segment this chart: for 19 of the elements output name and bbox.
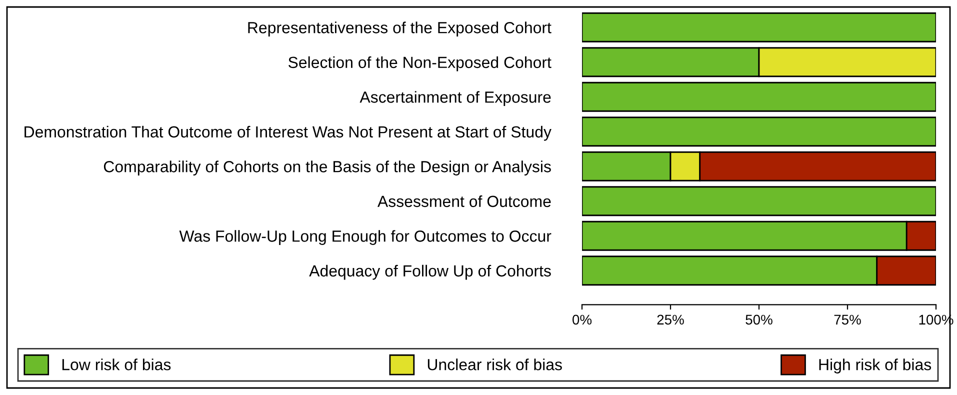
bar — [582, 116, 936, 147]
x-tick-label: 50% — [746, 314, 772, 325]
y-tick-label: Ascertainment of Exposure — [360, 91, 551, 106]
bar — [582, 82, 936, 112]
x-tick-label: 75% — [834, 314, 861, 325]
x-tick-label: 0% — [572, 314, 592, 325]
y-tick-label: Demonstration That Outcome of Interest Was Not Present at Start of Study — [24, 126, 552, 141]
legend-label: Unclear risk of bias — [428, 358, 562, 370]
x-tick-label: 25% — [657, 314, 684, 325]
y-tick-label: Adequacy of Follow Up of Cohorts — [309, 264, 551, 280]
y-tick-label: Selection of the Non-Exposed Cohort — [288, 56, 552, 72]
y-tick-label: Representativeness of the Exposed Cohort — [248, 22, 552, 36]
bar — [582, 186, 936, 216]
y-tick-label: Was Follow-Up Long Enough for Outcomes to Occur — [179, 230, 552, 245]
y-tick-label: Assessment of Outcome — [378, 195, 551, 208]
bar — [582, 12, 936, 42]
y-tick-label: Comparability of Cohorts on the Basis of the Design or Analysis — [104, 160, 551, 176]
legend-label: Low risk of bias — [62, 358, 171, 370]
legend-label: High risk of bias — [819, 358, 932, 374]
